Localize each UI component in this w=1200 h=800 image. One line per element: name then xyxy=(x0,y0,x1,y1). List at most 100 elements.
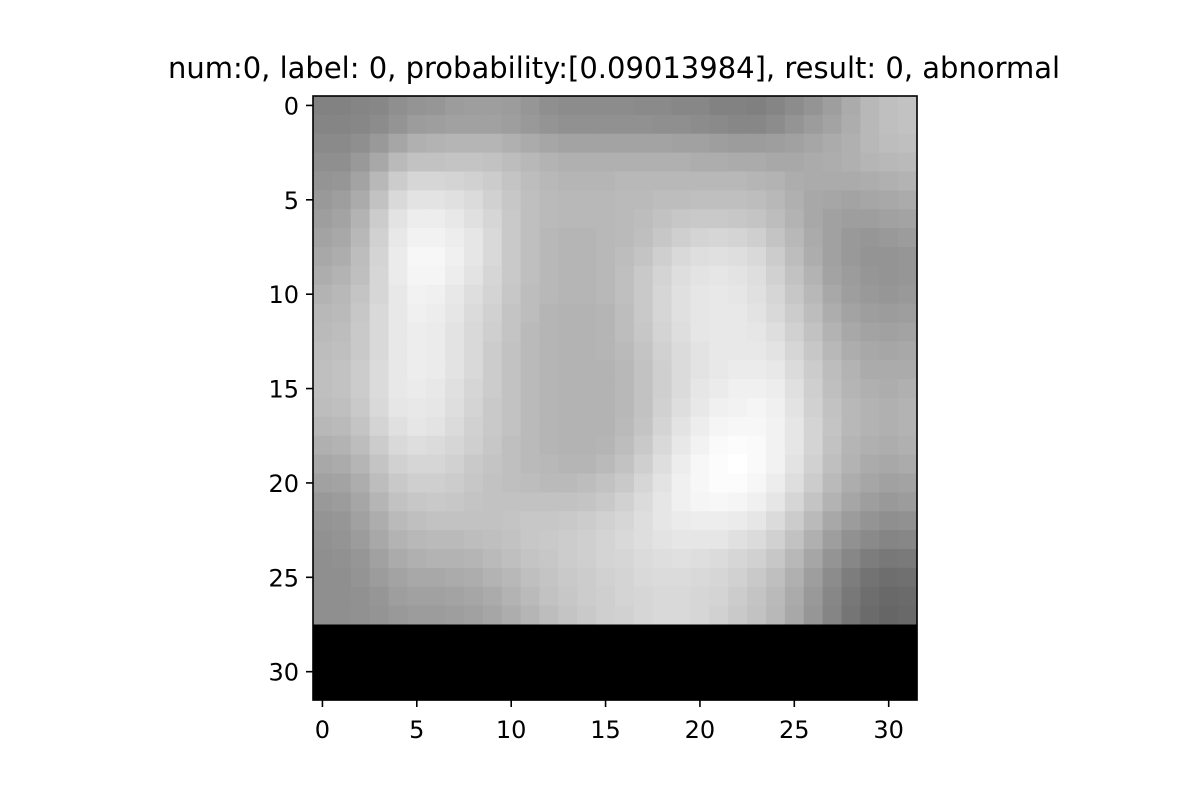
heatmap-cell xyxy=(482,643,503,663)
heatmap-cell xyxy=(520,624,541,644)
heatmap-cell xyxy=(766,567,786,588)
heatmap-cell xyxy=(350,530,371,550)
heatmap-cell xyxy=(464,605,484,626)
heatmap-cell xyxy=(520,398,541,418)
heatmap-cell xyxy=(671,228,692,248)
heatmap-cell xyxy=(464,190,484,210)
heatmap-cell xyxy=(841,586,861,607)
heatmap-cell xyxy=(841,247,861,267)
heatmap-cell xyxy=(690,228,710,248)
heatmap-cell xyxy=(426,435,446,456)
heatmap-cell xyxy=(596,549,616,569)
heatmap-cell xyxy=(822,360,843,380)
heatmap-cell xyxy=(671,454,692,475)
heatmap-cell xyxy=(671,662,692,682)
heatmap-cell xyxy=(407,454,427,475)
heatmap-cell xyxy=(671,567,692,588)
heatmap-cell xyxy=(803,624,824,644)
heatmap-cell xyxy=(803,265,824,286)
heatmap-cell xyxy=(426,379,446,399)
heatmap-cell xyxy=(596,209,616,229)
heatmap-cell xyxy=(633,228,654,248)
heatmap-cell xyxy=(501,492,522,512)
heatmap-cell xyxy=(709,284,729,305)
heatmap-cell xyxy=(407,152,427,173)
heatmap-cell xyxy=(671,643,692,663)
heatmap-cell xyxy=(482,416,503,437)
heatmap-cell xyxy=(671,284,692,305)
heatmap-cell xyxy=(728,228,748,248)
heatmap-cell xyxy=(690,284,710,305)
heatmap-cell xyxy=(577,284,597,305)
heatmap-cell xyxy=(445,341,465,361)
heatmap-cell xyxy=(331,454,352,475)
heatmap-cell xyxy=(690,247,710,267)
heatmap-cell xyxy=(313,114,333,135)
heatmap-cell xyxy=(879,265,899,286)
heatmap-cell xyxy=(577,114,597,135)
heatmap-cell xyxy=(690,114,710,135)
heatmap-cell xyxy=(313,624,333,644)
heatmap-cell xyxy=(822,209,843,229)
heatmap-cell xyxy=(879,511,899,531)
heatmap-cell xyxy=(784,247,805,267)
heatmap-cell xyxy=(860,605,880,626)
heatmap-cell xyxy=(690,605,710,626)
heatmap-cell xyxy=(690,398,710,418)
heatmap-cell xyxy=(766,662,786,682)
heatmap-cell xyxy=(426,190,446,210)
heatmap-cell xyxy=(482,549,503,569)
heatmap-cell xyxy=(615,511,635,531)
heatmap-cell xyxy=(313,379,333,399)
heatmap-cell xyxy=(784,133,805,154)
heatmap-cell xyxy=(747,454,767,475)
heatmap-cell xyxy=(690,209,710,229)
heatmap-cell xyxy=(388,643,408,663)
heatmap-cell xyxy=(841,662,861,682)
heatmap-cell xyxy=(784,492,805,512)
heatmap-cell xyxy=(464,133,484,154)
heatmap-cell xyxy=(388,624,408,644)
heatmap-cell xyxy=(822,247,843,267)
heatmap-cell xyxy=(445,511,465,531)
heatmap-cell xyxy=(615,284,635,305)
heatmap-cell xyxy=(671,416,692,437)
heatmap-cell xyxy=(898,662,918,682)
heatmap-cell xyxy=(426,322,446,342)
heatmap-cell xyxy=(652,549,673,569)
heatmap-cell xyxy=(577,473,597,493)
heatmap-cell xyxy=(841,114,861,135)
heatmap-cell xyxy=(520,454,541,475)
heatmap-cell xyxy=(898,643,918,663)
heatmap-cell xyxy=(803,681,824,701)
heatmap-cell xyxy=(879,133,899,154)
heatmap-cell xyxy=(501,96,522,116)
heatmap-cell xyxy=(615,379,635,399)
heatmap-cell xyxy=(671,586,692,607)
heatmap-cell xyxy=(445,209,465,229)
heatmap-cell xyxy=(671,247,692,267)
heatmap-cell xyxy=(841,284,861,305)
heatmap-cell xyxy=(728,454,748,475)
heatmap-cell xyxy=(766,416,786,437)
heatmap-cell xyxy=(501,228,522,248)
heatmap-cell xyxy=(879,398,899,418)
heatmap-cell xyxy=(784,190,805,210)
heatmap-cell xyxy=(539,530,559,550)
heatmap-cell xyxy=(615,341,635,361)
heatmap-cell xyxy=(501,398,522,418)
heatmap-cell xyxy=(596,228,616,248)
heatmap-cell xyxy=(331,416,352,437)
heatmap-cell xyxy=(407,190,427,210)
heatmap-cell xyxy=(784,228,805,248)
heatmap-cell xyxy=(671,341,692,361)
heatmap-cell xyxy=(633,152,654,173)
heatmap-cell xyxy=(426,643,446,663)
heatmap-cell xyxy=(501,152,522,173)
heatmap-cell xyxy=(860,416,880,437)
heatmap-cell xyxy=(709,303,729,324)
heatmap-cell xyxy=(596,322,616,342)
heatmap-cell xyxy=(539,341,559,361)
heatmap-cell xyxy=(596,530,616,550)
heatmap-cell xyxy=(633,247,654,267)
